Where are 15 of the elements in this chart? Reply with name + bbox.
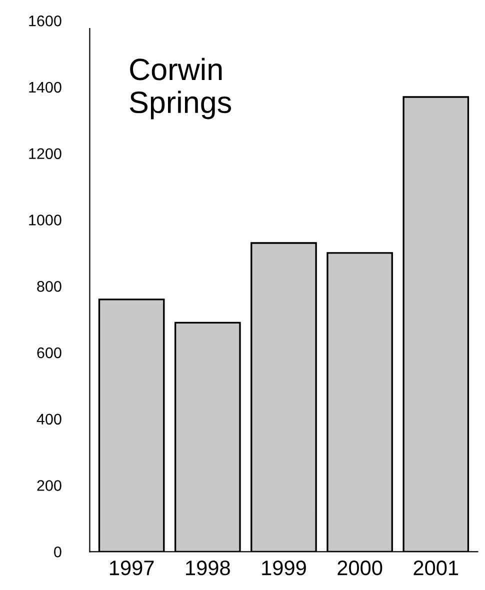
y-tick-label: 800	[37, 281, 62, 292]
annotation: Corwin Springs	[130, 58, 232, 120]
y-tick-label: 600	[37, 347, 62, 358]
y-tick-label: 1000	[29, 214, 62, 226]
y-tick-label: 0	[54, 546, 62, 558]
y-tick-label: 1400	[29, 82, 62, 93]
x-tick-label: 1999	[262, 560, 306, 576]
y-tick-label: 200	[37, 480, 62, 491]
y-tick-label: 1200	[29, 148, 62, 160]
x-tick-label: 2000	[338, 560, 382, 576]
x-tick-label: 1997	[110, 560, 154, 576]
y-tick-label: 400	[36, 414, 62, 425]
x-tick-label: 2001	[414, 560, 458, 576]
x-tick-label: 1998	[186, 560, 230, 576]
y-tick-label: 1600	[29, 16, 62, 26]
